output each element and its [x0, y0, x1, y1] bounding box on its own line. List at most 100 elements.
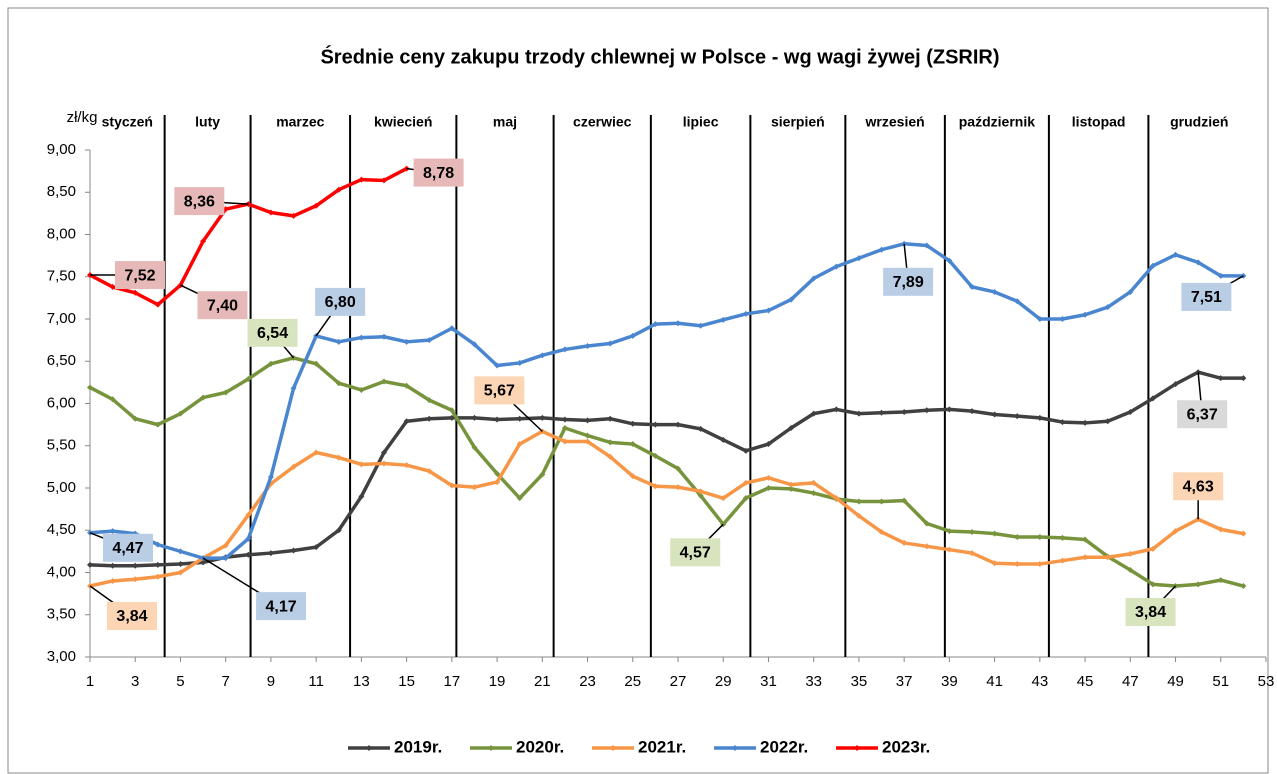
callout-box [103, 533, 153, 562]
point-marker [358, 334, 365, 341]
point-marker [313, 544, 320, 551]
x-tick-label: 7 [222, 673, 230, 690]
point-marker [675, 320, 681, 327]
point-marker [1195, 259, 1202, 266]
x-tick-label: 9 [267, 673, 275, 690]
point-marker [697, 488, 704, 495]
point-marker [675, 465, 681, 472]
point-marker [1014, 298, 1021, 305]
point-marker [516, 495, 523, 502]
point-marker [267, 209, 274, 216]
callout-box [115, 261, 165, 290]
point-marker [1240, 530, 1247, 537]
point-marker [991, 530, 998, 537]
point-marker [1059, 419, 1066, 426]
point-marker [810, 275, 817, 282]
data-label: 3,84 [1135, 604, 1166, 621]
x-tick-label: 29 [715, 673, 732, 690]
point-marker [991, 560, 998, 567]
y-tick-label: 6,50 [47, 352, 76, 369]
point-marker [1036, 561, 1043, 568]
callout-box [315, 287, 366, 316]
point-marker [584, 343, 591, 350]
point-marker [878, 246, 885, 253]
point-marker [494, 362, 501, 369]
point-marker [335, 338, 342, 345]
point-marker [403, 338, 410, 345]
x-tick-label: 33 [805, 673, 822, 690]
point-marker [335, 380, 342, 387]
x-tick-label: 17 [444, 673, 461, 690]
point-marker [901, 497, 908, 504]
point-marker [788, 425, 795, 432]
point-marker [1036, 414, 1043, 421]
x-tick-label: 41 [986, 673, 1003, 690]
point-marker [1240, 375, 1247, 382]
data-label: 5,67 [484, 383, 515, 400]
point-marker [1036, 316, 1043, 322]
point-marker [833, 495, 840, 502]
y-tick-label: 8,50 [47, 183, 76, 200]
point-marker [607, 415, 614, 422]
callout-box [247, 318, 298, 347]
data-label: 8,36 [184, 193, 215, 210]
x-tick-label: 27 [670, 673, 687, 690]
month-label: kwiecień [374, 114, 432, 130]
chart-title: Średnie ceny zakupu trzody chlewnej w Po… [320, 44, 999, 68]
point-marker [697, 425, 704, 432]
series-line [89, 370, 1244, 568]
point-marker [1014, 413, 1021, 420]
y-tick-label: 5,50 [47, 437, 76, 454]
point-marker [426, 415, 433, 422]
y-tick-label: 6,00 [47, 394, 76, 411]
point-marker [132, 415, 139, 422]
point-marker [1082, 554, 1089, 561]
point-marker [901, 539, 908, 546]
x-tick-label: 37 [896, 673, 913, 690]
point-marker [358, 386, 365, 393]
point-marker [154, 541, 161, 548]
data-label: 7,89 [893, 274, 924, 291]
y-tick-label: 9,00 [47, 141, 76, 158]
point-marker [267, 360, 274, 367]
point-marker [358, 461, 365, 468]
point-marker [765, 485, 772, 491]
month-label: listopad [1072, 114, 1126, 130]
point-marker [245, 535, 252, 542]
callout-box [883, 267, 934, 296]
legend-marker [610, 745, 616, 751]
point-marker [607, 340, 614, 347]
point-marker [1149, 395, 1156, 402]
point-marker [177, 548, 184, 555]
point-marker [177, 410, 184, 417]
point-marker [833, 263, 840, 270]
data-label: 4,17 [266, 598, 297, 615]
callout-box [1181, 282, 1232, 311]
point-marker [969, 550, 975, 557]
point-marker [923, 242, 930, 249]
point-marker [810, 490, 817, 497]
point-marker [923, 520, 930, 527]
series-line [89, 242, 1244, 560]
x-tick-label: 39 [941, 673, 958, 690]
callout-box [1125, 598, 1176, 627]
legend-label: 2021r. [638, 737, 686, 756]
month-label: maj [493, 114, 517, 130]
point-marker [154, 561, 161, 568]
callout-box [174, 187, 225, 216]
callout-box [256, 592, 307, 621]
point-marker [516, 441, 523, 448]
series-line [89, 429, 1244, 588]
point-marker [1104, 304, 1111, 311]
point-marker [516, 415, 523, 422]
point-marker [1172, 251, 1179, 258]
callout-box [413, 158, 464, 187]
point-marker [1059, 557, 1066, 564]
point-marker [448, 407, 455, 414]
point-marker [946, 546, 953, 553]
point-marker [765, 474, 772, 481]
point-marker [833, 406, 840, 413]
y-tick-label: 3,50 [47, 606, 76, 623]
point-marker [991, 411, 998, 418]
point-marker [878, 498, 885, 505]
